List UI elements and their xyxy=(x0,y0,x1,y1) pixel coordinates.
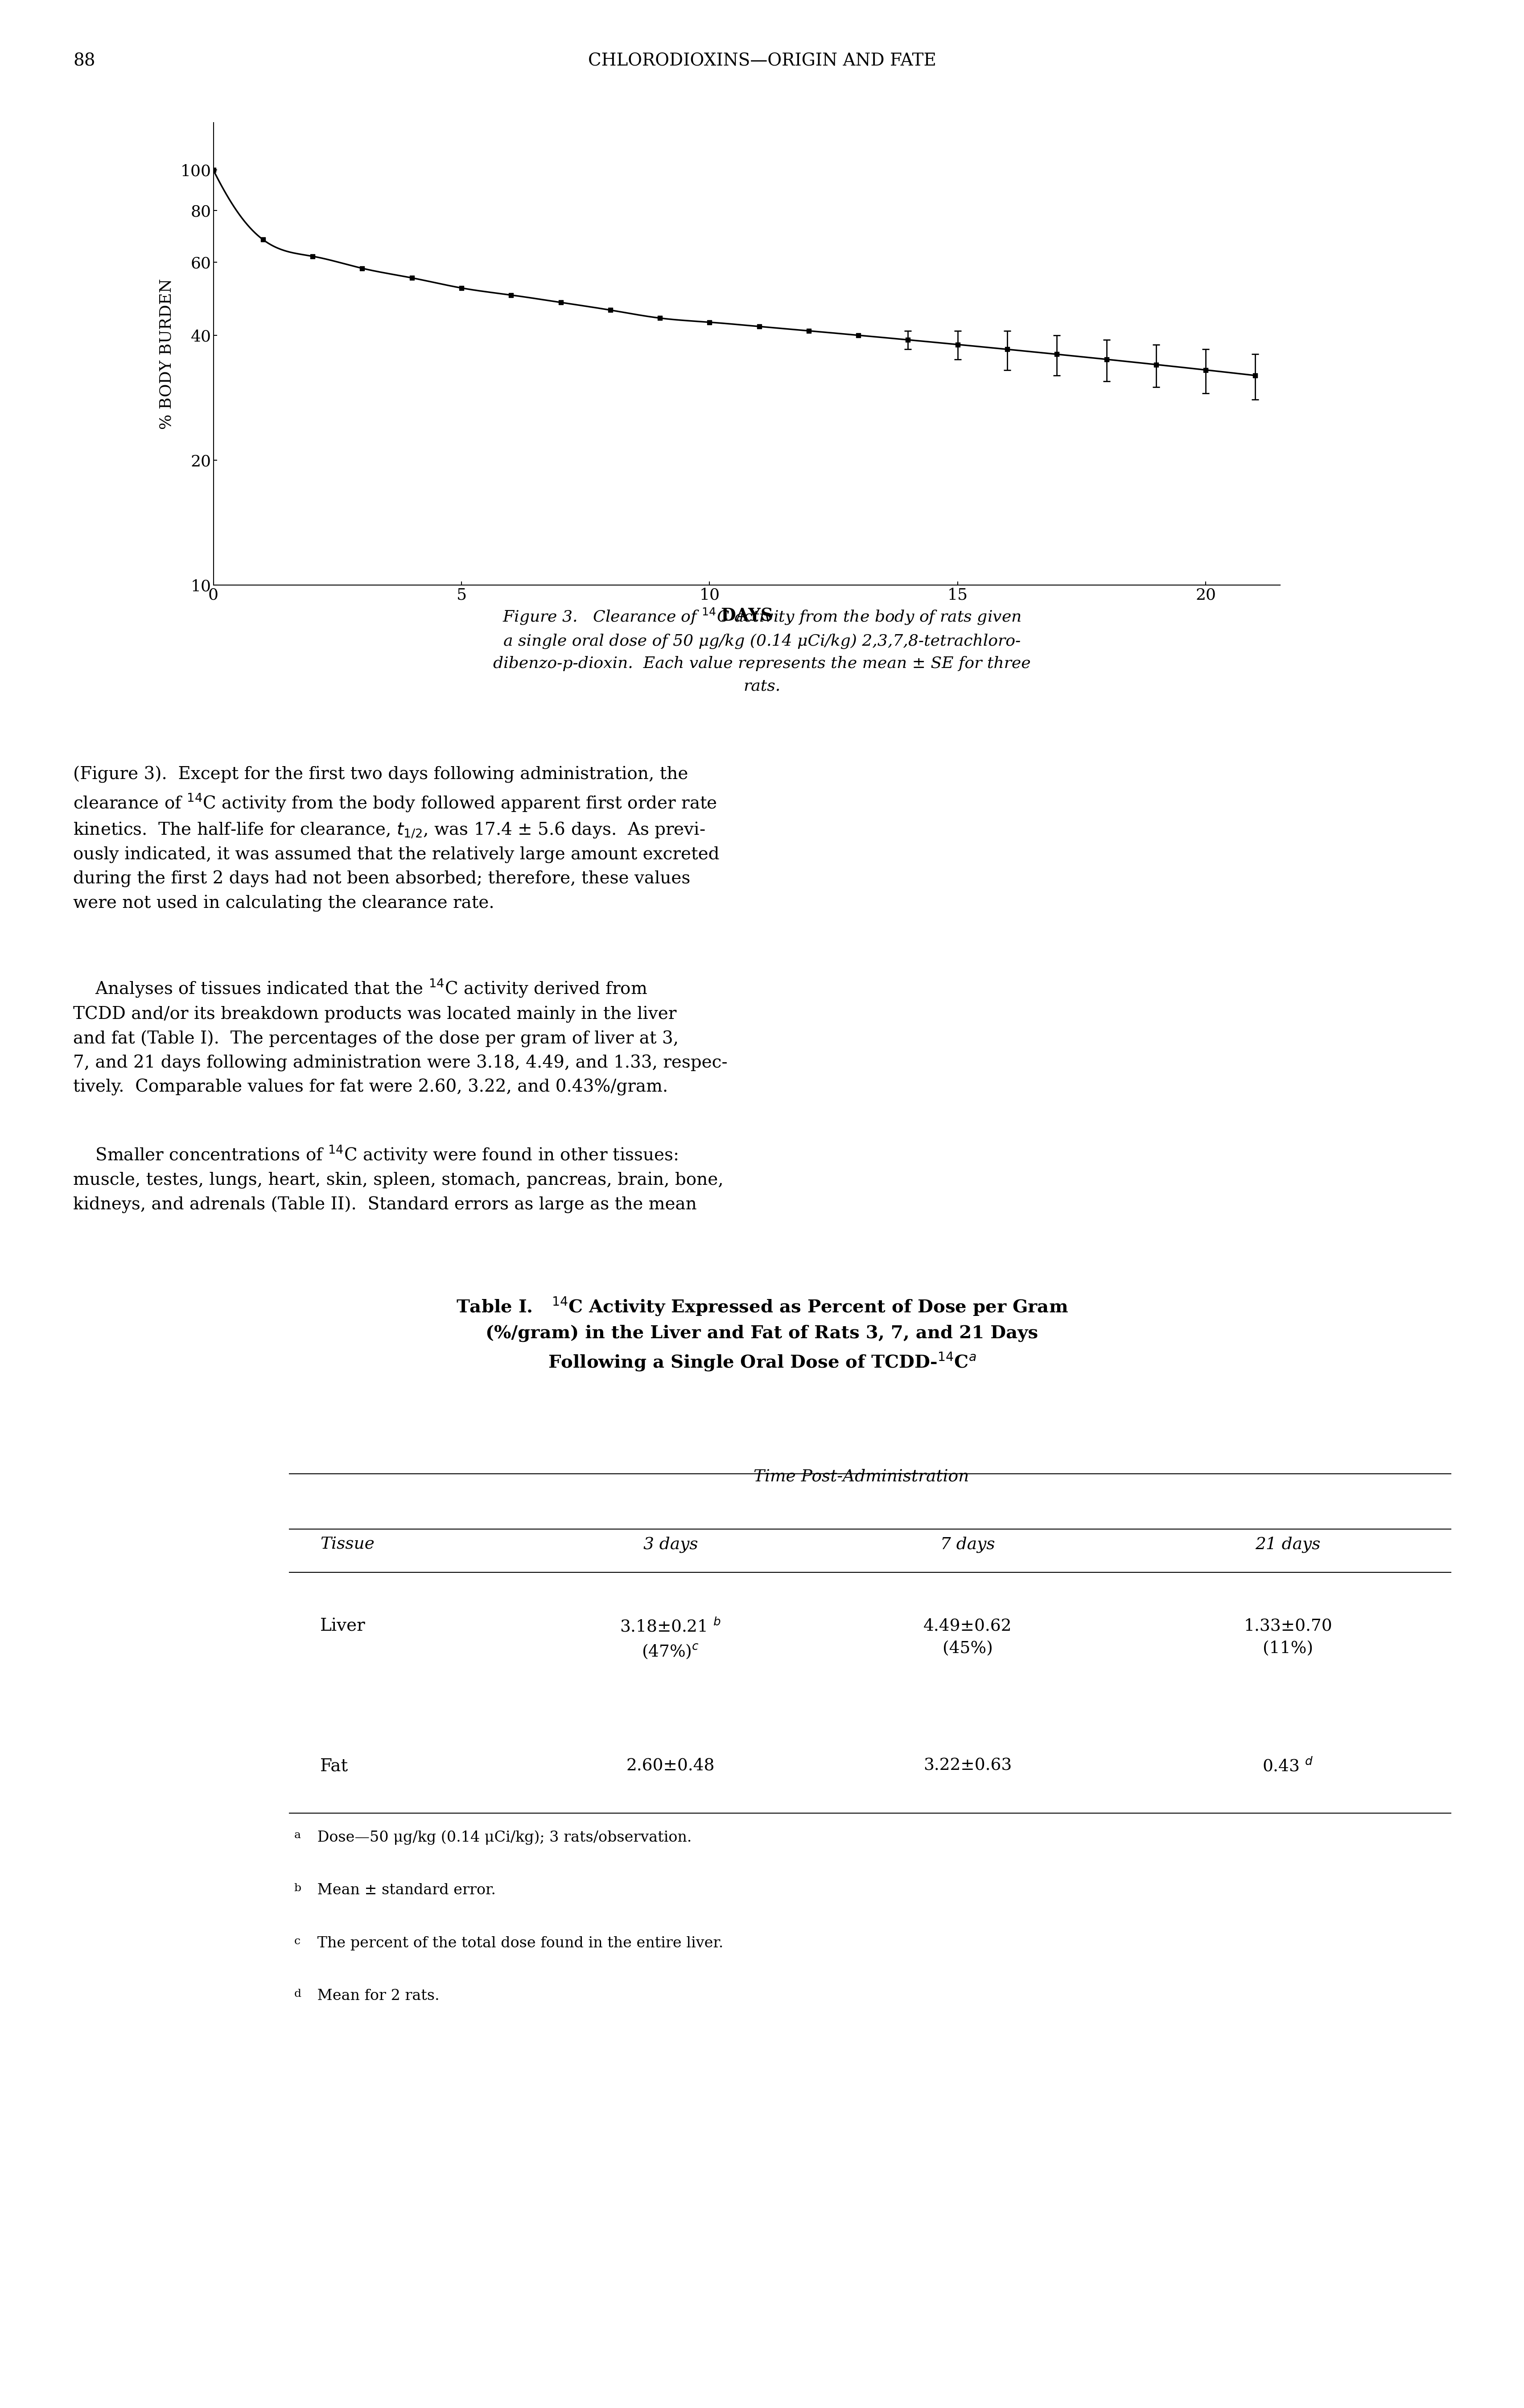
Text: Time Post-Administration: Time Post-Administration xyxy=(753,1469,969,1486)
Text: 7 days: 7 days xyxy=(940,1536,995,1553)
Text: Dose—50 μg/kg (0.14 μCi/kg); 3 rats/observation.: Dose—50 μg/kg (0.14 μCi/kg); 3 rats/obse… xyxy=(312,1830,692,1845)
Text: The percent of the total dose found in the entire liver.: The percent of the total dose found in t… xyxy=(312,1936,724,1950)
Text: CHLORODIOXINS—ORIGIN AND FATE: CHLORODIOXINS—ORIGIN AND FATE xyxy=(588,53,936,70)
Text: d: d xyxy=(294,1989,302,1999)
Text: a: a xyxy=(294,1830,300,1840)
Text: Table I.   $^{14}$C Activity Expressed as Percent of Dose per Gram
(%/gram) in t: Table I. $^{14}$C Activity Expressed as … xyxy=(456,1296,1068,1373)
Text: 0.43 $^{d}$: 0.43 $^{d}$ xyxy=(1262,1758,1314,1775)
Text: Analyses of tissues indicated that the $^{14}$C activity derived from
TCDD and/o: Analyses of tissues indicated that the $… xyxy=(73,978,727,1096)
Text: Figure 3.   Clearance of $^{14}$C activity from the body of rats given
a single : Figure 3. Clearance of $^{14}$C activity… xyxy=(494,607,1030,694)
Text: 1.33±0.70
(11%): 1.33±0.70 (11%) xyxy=(1244,1618,1332,1657)
Text: 88: 88 xyxy=(73,53,94,70)
Text: 4.49±0.62
(45%): 4.49±0.62 (45%) xyxy=(924,1618,1012,1657)
Y-axis label: % BODY BURDEN: % BODY BURDEN xyxy=(158,279,174,429)
Text: 3 days: 3 days xyxy=(643,1536,698,1553)
Text: Fat: Fat xyxy=(320,1758,347,1775)
Text: c: c xyxy=(294,1936,300,1946)
Text: Tissue: Tissue xyxy=(320,1536,375,1553)
Text: 3.18±0.21 $^{b}$
(47%)$^{c}$: 3.18±0.21 $^{b}$ (47%)$^{c}$ xyxy=(620,1618,721,1662)
Text: Mean ± standard error.: Mean ± standard error. xyxy=(312,1883,495,1898)
Text: Mean for 2 rats.: Mean for 2 rats. xyxy=(312,1989,439,2003)
Text: b: b xyxy=(294,1883,302,1893)
Text: Smaller concentrations of $^{14}$C activity were found in other tissues:
muscle,: Smaller concentrations of $^{14}$C activ… xyxy=(73,1144,724,1214)
Text: 3.22±0.63: 3.22±0.63 xyxy=(924,1758,1012,1775)
Text: 2.60±0.48: 2.60±0.48 xyxy=(626,1758,715,1775)
Text: Liver: Liver xyxy=(320,1618,366,1635)
Text: 21 days: 21 days xyxy=(1256,1536,1320,1553)
Text: (Figure 3).  Except for the first two days following administration, the
clearan: (Figure 3). Except for the first two day… xyxy=(73,766,719,913)
X-axis label: DAYS: DAYS xyxy=(721,607,773,624)
